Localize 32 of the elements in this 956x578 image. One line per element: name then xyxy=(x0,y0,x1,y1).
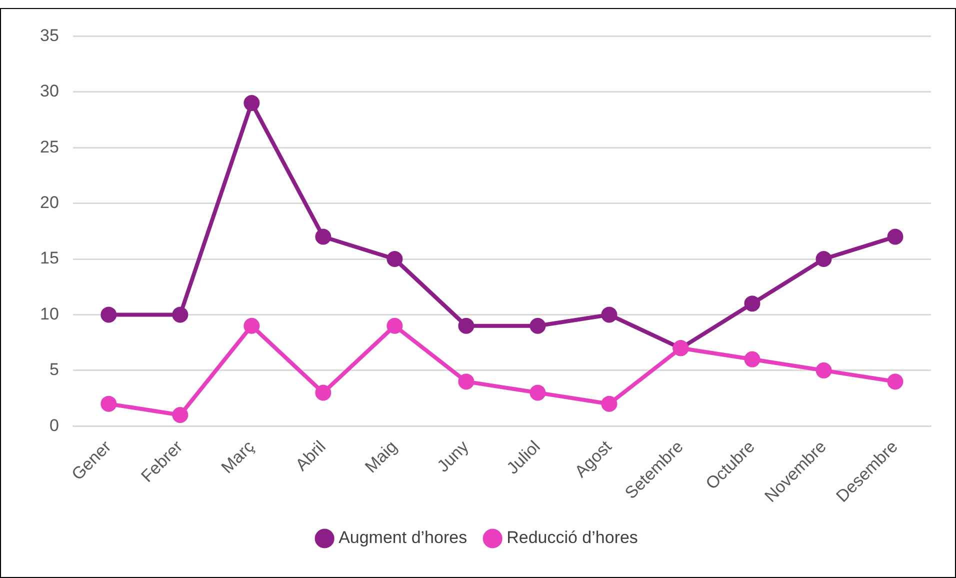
point xyxy=(530,384,546,401)
point xyxy=(816,362,832,378)
point xyxy=(744,351,760,368)
point xyxy=(172,406,188,423)
y-tick-label: 10 xyxy=(40,304,59,324)
point xyxy=(315,228,332,245)
point xyxy=(816,251,832,268)
point xyxy=(386,251,403,268)
y-tick-label: 0 xyxy=(49,416,59,435)
legend-label: Reducció d’hores xyxy=(506,528,638,548)
point xyxy=(458,374,474,390)
y-tick-label: 35 xyxy=(40,26,59,45)
point xyxy=(244,318,260,334)
point xyxy=(172,306,188,323)
y-tick-label: 25 xyxy=(40,137,59,156)
y-tick-label: 20 xyxy=(40,193,59,212)
point xyxy=(601,306,618,323)
point xyxy=(386,318,403,334)
point xyxy=(601,396,618,412)
point xyxy=(100,396,117,412)
point xyxy=(315,384,332,401)
point xyxy=(100,306,117,323)
point xyxy=(887,374,904,390)
point xyxy=(244,95,260,112)
point xyxy=(530,318,546,334)
y-tick-label: 15 xyxy=(40,248,59,268)
point xyxy=(744,296,760,312)
y-tick-label: 5 xyxy=(49,360,59,380)
legend-label: Augment d’hores xyxy=(338,528,468,548)
y-tick-label: 30 xyxy=(40,82,59,101)
point xyxy=(887,228,904,245)
point xyxy=(458,318,474,334)
